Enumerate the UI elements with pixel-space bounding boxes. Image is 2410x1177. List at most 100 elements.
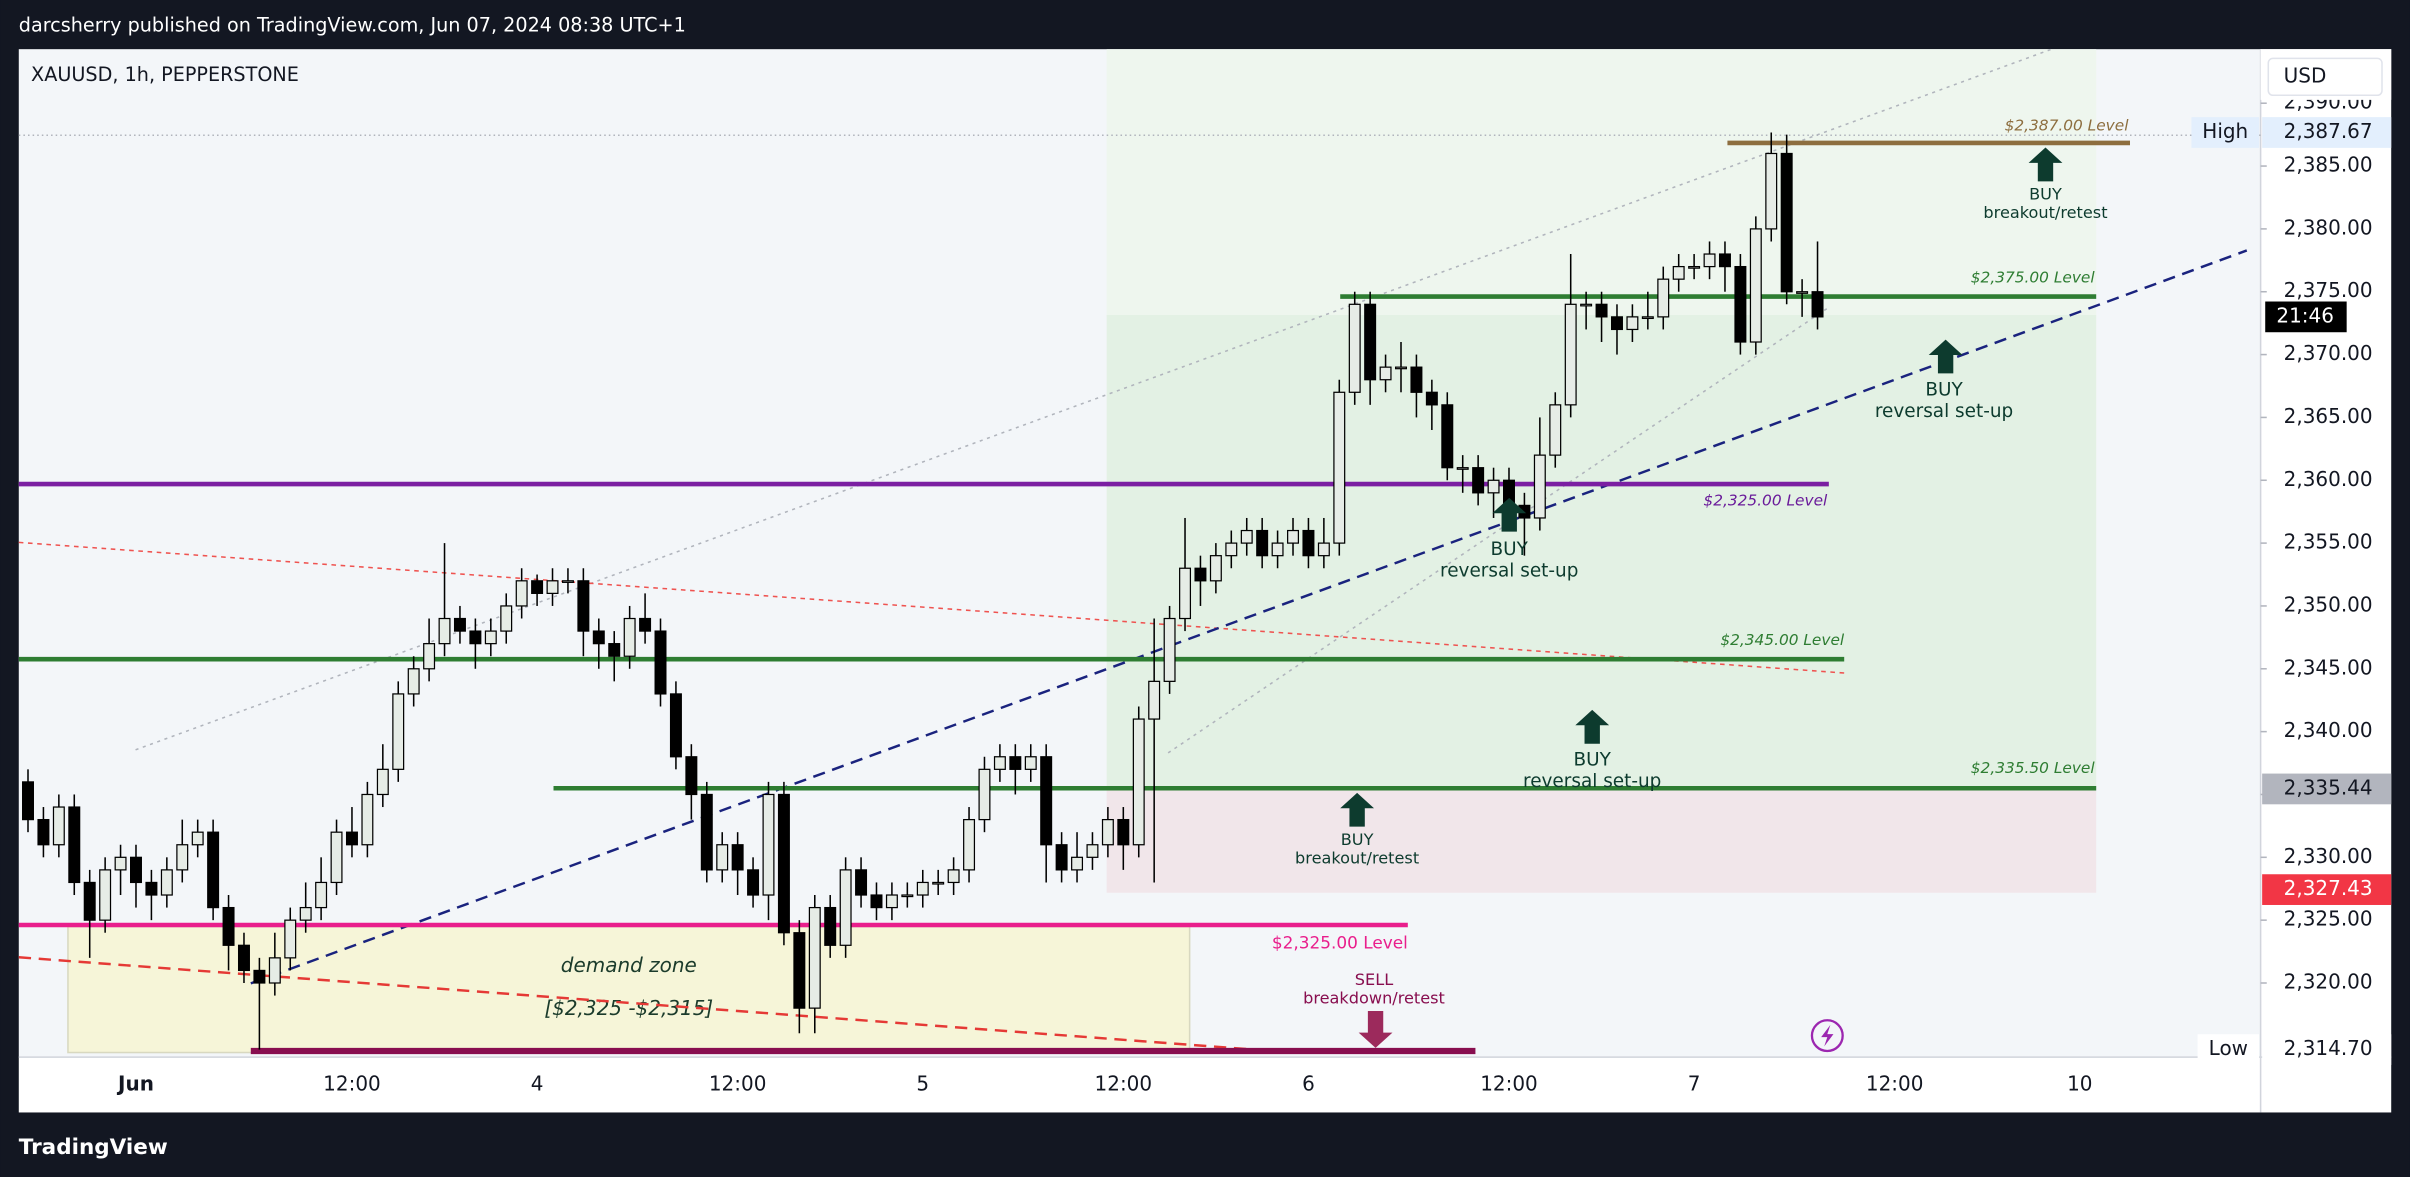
candle-body <box>37 818 50 846</box>
signal-setup: breakdown/retest <box>1303 988 1445 1007</box>
candle-body <box>1395 366 1407 370</box>
y-tick-label: 2,325.00 <box>2284 907 2373 931</box>
candle-body <box>1672 265 1685 280</box>
trend-line <box>18 541 1845 674</box>
price-tag-label: 2,314.70 <box>2284 1036 2373 1060</box>
low-tag <box>2197 1034 2260 1065</box>
candle-body <box>345 831 358 846</box>
candle-body <box>885 894 898 909</box>
price-tag-label: 2,335.44 <box>2284 775 2373 799</box>
signal-setup: breakout/retest <box>1983 203 2107 222</box>
up-arrow <box>1340 792 1375 827</box>
level-label: $2,345.00 Level <box>1720 631 1845 649</box>
candle-body <box>237 944 250 972</box>
candle-body <box>1610 316 1623 331</box>
candle-body <box>1595 303 1608 318</box>
y-tick-label: 2,330.00 <box>2284 844 2373 868</box>
candle-body <box>453 617 466 632</box>
up-arrow <box>1928 339 1963 374</box>
signal: BUY <box>1574 750 1612 771</box>
candle-body <box>1256 529 1269 557</box>
signal-setup: reversal set-up <box>1523 771 1661 792</box>
candle-body <box>515 580 528 607</box>
channel-line <box>135 48 2052 751</box>
candle-body <box>253 969 266 984</box>
signal: BUY <box>1491 539 1529 560</box>
candle-body <box>1348 303 1361 393</box>
candle-body <box>1410 366 1423 393</box>
candle-body <box>978 768 991 821</box>
y-tick-label: 2,345.00 <box>2284 655 2373 679</box>
candle-body <box>1287 529 1300 544</box>
candle-body <box>947 869 960 884</box>
candle-body <box>808 906 821 1009</box>
candle-body <box>1580 303 1593 307</box>
x-tick-label: 5 <box>916 1071 929 1095</box>
zone-title: demand zone <box>561 953 697 977</box>
stop-zone <box>1106 788 2097 893</box>
y-tick-label: 2,340.00 <box>2284 718 2373 742</box>
candle-body <box>1811 291 1824 318</box>
candle-body <box>1086 844 1099 858</box>
candle-body <box>315 881 328 909</box>
profit-zone <box>1106 314 2097 789</box>
candle-body <box>1225 542 1238 557</box>
candle-body <box>469 630 482 645</box>
candle-body <box>793 932 806 1009</box>
y-tick-label: 2,385.00 <box>2284 153 2373 177</box>
candle-body <box>762 793 775 896</box>
candle-body <box>654 630 667 695</box>
candle-body <box>99 869 112 921</box>
price-tag <box>2262 773 2392 805</box>
candle-body <box>1024 756 1037 770</box>
candle-body <box>438 617 451 645</box>
candle-body <box>1472 467 1485 494</box>
candle-body <box>839 869 852 946</box>
alert-icon-bolt <box>1821 1024 1834 1047</box>
signal-setup: breakout/retest <box>1295 848 1419 867</box>
candle-body <box>1240 529 1253 544</box>
candle-body <box>1533 454 1546 519</box>
candle-body <box>407 668 420 695</box>
candle-body <box>1441 404 1454 469</box>
candle-body <box>484 630 497 645</box>
y-tick-label: 2,355.00 <box>2284 530 2373 554</box>
down-arrow <box>1358 1011 1393 1048</box>
candle-body <box>1641 316 1654 320</box>
price-tag <box>2262 117 2392 148</box>
signal: SELL <box>1355 970 1393 989</box>
candle-body <box>52 806 65 846</box>
candle-body <box>901 894 914 898</box>
candle-body <box>114 856 127 871</box>
candle-body <box>561 580 574 583</box>
candle-body <box>392 693 405 770</box>
candle-body <box>685 756 698 796</box>
candle-body <box>1009 756 1022 770</box>
time-axis <box>18 1057 2261 1113</box>
level-label: $2,325.00 Level <box>1703 491 1828 509</box>
candle-body <box>1101 818 1114 846</box>
candle-body <box>83 881 96 921</box>
candle-body <box>1749 228 1762 343</box>
currency: USD <box>2284 63 2327 87</box>
y-tick-label: 2,360.00 <box>2284 467 2373 491</box>
candle-body <box>500 605 513 632</box>
candle-body <box>623 617 636 657</box>
candle-body <box>870 894 883 909</box>
candle-body <box>1179 567 1192 620</box>
y-tick-label: 2,320.00 <box>2284 969 2373 993</box>
candle-body <box>1379 366 1392 381</box>
candle-body <box>1271 542 1284 557</box>
y-tick-label: 2,380.00 <box>2284 215 2373 239</box>
signal: BUY <box>1925 379 1963 400</box>
currency-box[interactable] <box>2267 57 2383 97</box>
candle-body <box>777 793 790 934</box>
candle-body <box>1132 718 1145 846</box>
x-tick-label: 12:00 <box>1866 1071 1924 1095</box>
price-tag-label: 2,327.43 <box>2284 876 2373 900</box>
candle-body <box>1040 756 1053 846</box>
x-tick-label: 6 <box>1302 1071 1315 1095</box>
alert-icon[interactable] <box>1810 1019 1844 1053</box>
candle-body <box>222 906 235 946</box>
candle-body <box>330 831 343 884</box>
